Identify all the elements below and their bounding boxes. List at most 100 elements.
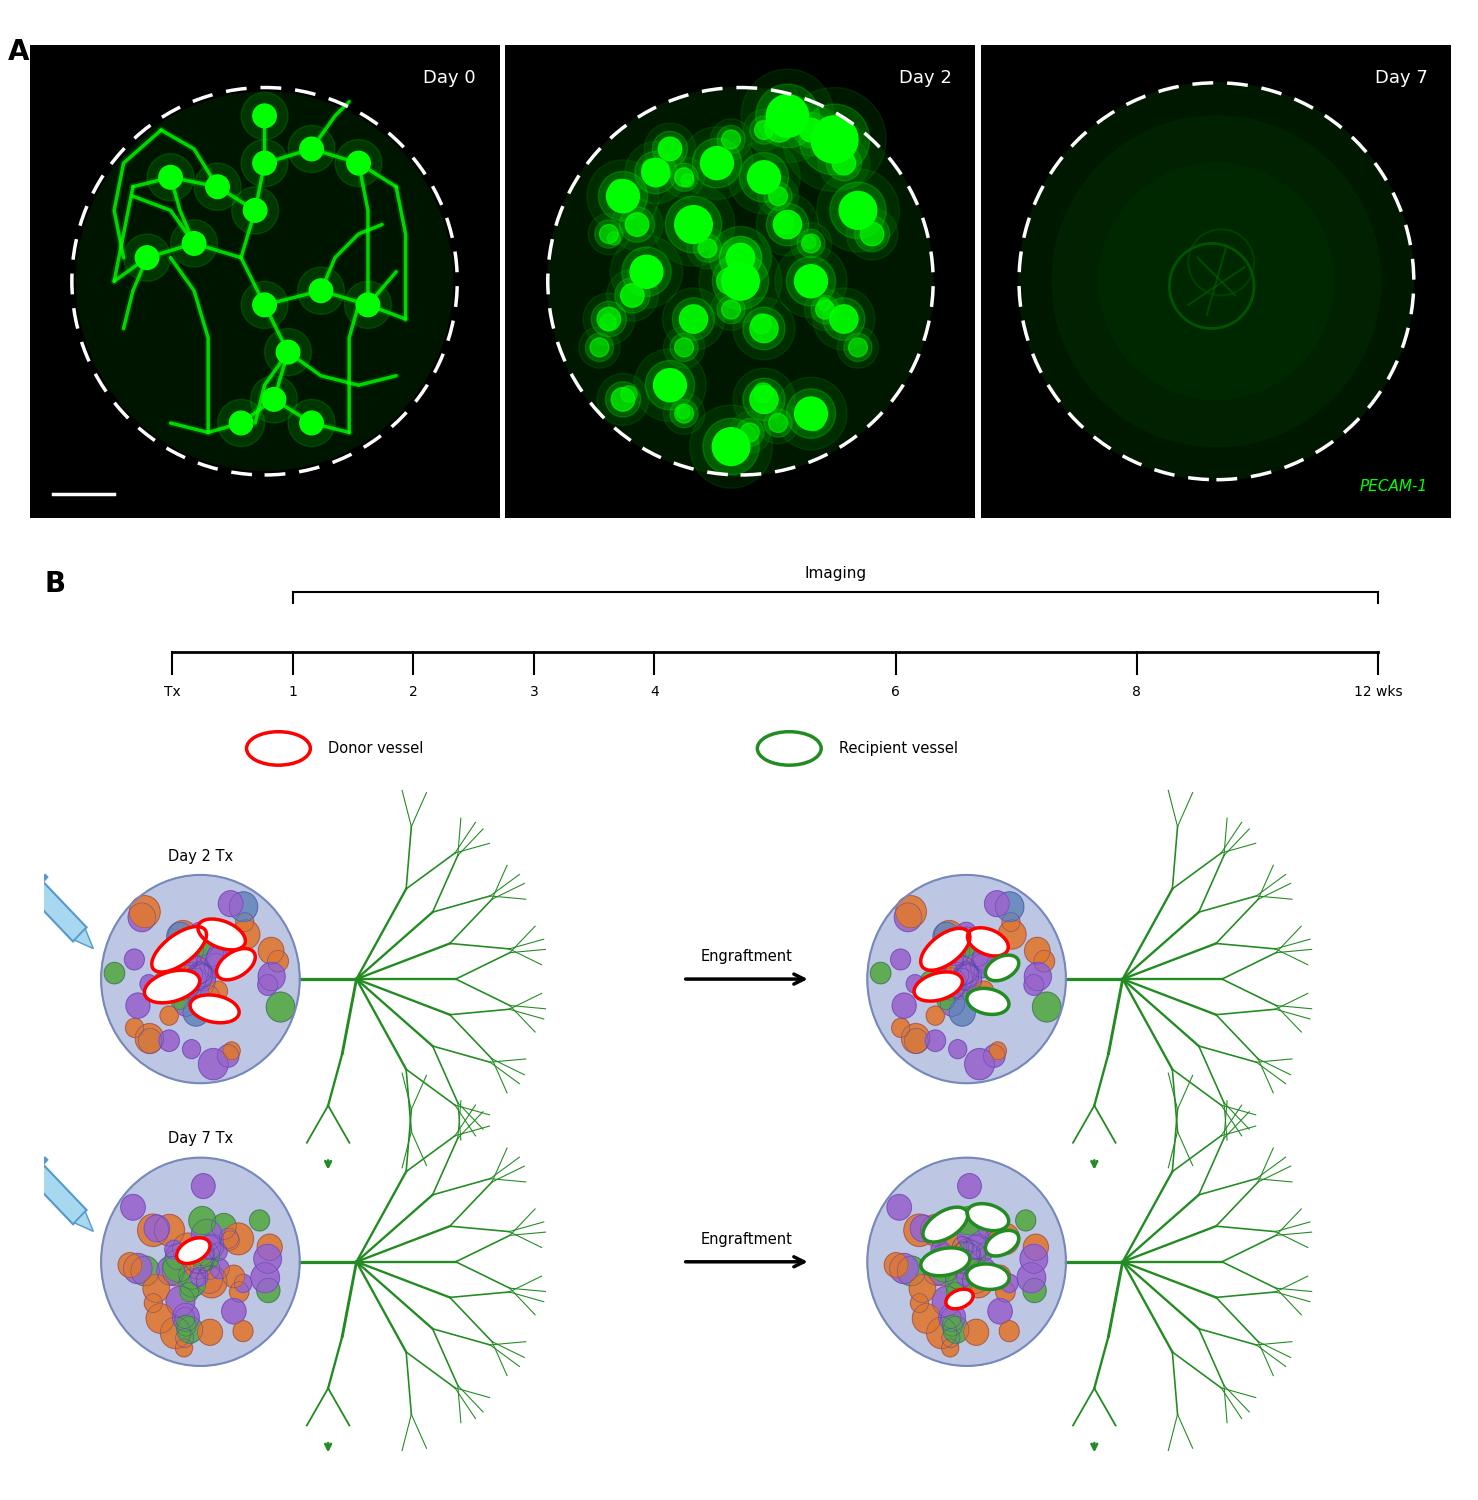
Circle shape xyxy=(749,116,777,144)
Circle shape xyxy=(200,1258,220,1280)
Circle shape xyxy=(921,1215,950,1246)
Circle shape xyxy=(939,1304,965,1332)
Circle shape xyxy=(130,896,160,928)
Circle shape xyxy=(893,993,916,1018)
Circle shape xyxy=(1017,1263,1046,1293)
Ellipse shape xyxy=(921,1248,970,1275)
Polygon shape xyxy=(30,882,87,942)
Circle shape xyxy=(658,136,681,160)
Circle shape xyxy=(930,1250,961,1282)
Circle shape xyxy=(974,981,993,1000)
Circle shape xyxy=(965,940,990,966)
Circle shape xyxy=(176,1329,194,1347)
Circle shape xyxy=(711,290,752,330)
Circle shape xyxy=(786,256,835,306)
Circle shape xyxy=(634,350,706,422)
Circle shape xyxy=(118,1252,142,1278)
Circle shape xyxy=(590,338,609,357)
Circle shape xyxy=(717,126,745,153)
Circle shape xyxy=(720,237,761,279)
Circle shape xyxy=(1023,1234,1048,1260)
Text: 12 wks: 12 wks xyxy=(1354,686,1403,699)
Circle shape xyxy=(774,376,847,450)
Circle shape xyxy=(931,1244,956,1269)
Text: B: B xyxy=(44,570,65,598)
Circle shape xyxy=(220,1232,239,1250)
Ellipse shape xyxy=(986,956,1018,981)
Circle shape xyxy=(680,304,708,333)
Circle shape xyxy=(579,327,621,368)
Ellipse shape xyxy=(967,988,1009,1014)
Circle shape xyxy=(124,1254,152,1284)
Circle shape xyxy=(194,164,241,210)
Circle shape xyxy=(941,1329,961,1347)
Circle shape xyxy=(950,1242,980,1274)
Circle shape xyxy=(300,136,324,160)
Circle shape xyxy=(204,954,228,978)
Circle shape xyxy=(232,920,260,950)
Circle shape xyxy=(1018,82,1414,480)
Circle shape xyxy=(962,1266,993,1298)
Circle shape xyxy=(168,948,197,978)
Circle shape xyxy=(729,411,770,453)
Ellipse shape xyxy=(177,1238,210,1263)
Circle shape xyxy=(634,152,677,194)
Circle shape xyxy=(740,69,834,162)
Circle shape xyxy=(606,381,640,417)
Text: Day 7: Day 7 xyxy=(1375,69,1428,87)
Circle shape xyxy=(179,956,208,986)
Circle shape xyxy=(764,112,794,142)
Circle shape xyxy=(1023,1278,1046,1302)
Circle shape xyxy=(124,234,170,282)
Circle shape xyxy=(192,1173,216,1198)
Circle shape xyxy=(1024,938,1049,964)
Circle shape xyxy=(986,1228,1005,1248)
Circle shape xyxy=(868,874,1066,1083)
Circle shape xyxy=(146,1304,174,1334)
Text: Donor vessel: Donor vessel xyxy=(328,741,424,756)
Text: 4: 4 xyxy=(650,686,659,699)
Circle shape xyxy=(933,922,961,951)
Circle shape xyxy=(168,921,198,952)
Circle shape xyxy=(764,182,792,210)
Circle shape xyxy=(950,957,977,984)
Circle shape xyxy=(173,946,198,972)
Text: 6: 6 xyxy=(891,686,900,699)
Circle shape xyxy=(800,104,869,176)
Circle shape xyxy=(241,140,288,188)
Circle shape xyxy=(896,896,927,928)
Circle shape xyxy=(262,387,285,411)
Ellipse shape xyxy=(198,920,245,950)
Ellipse shape xyxy=(986,1230,1018,1256)
Circle shape xyxy=(1033,992,1061,1022)
Circle shape xyxy=(890,1254,918,1284)
Text: Imaging: Imaging xyxy=(804,566,866,580)
Circle shape xyxy=(185,1242,213,1274)
Circle shape xyxy=(996,1281,1015,1302)
Circle shape xyxy=(124,950,145,970)
Circle shape xyxy=(958,964,978,987)
Circle shape xyxy=(701,147,733,180)
Circle shape xyxy=(244,198,268,222)
Circle shape xyxy=(166,1244,191,1269)
Circle shape xyxy=(664,393,705,435)
Circle shape xyxy=(950,964,981,998)
Circle shape xyxy=(766,204,808,246)
Circle shape xyxy=(188,1239,214,1266)
Circle shape xyxy=(163,1250,194,1282)
Ellipse shape xyxy=(946,1288,973,1310)
Circle shape xyxy=(941,1316,962,1336)
Circle shape xyxy=(946,978,965,998)
Circle shape xyxy=(164,954,191,981)
Circle shape xyxy=(704,419,760,476)
Circle shape xyxy=(952,1236,974,1258)
Circle shape xyxy=(887,1194,912,1219)
Circle shape xyxy=(662,288,724,350)
Circle shape xyxy=(949,999,975,1026)
Circle shape xyxy=(955,1206,981,1234)
Circle shape xyxy=(749,315,777,342)
Circle shape xyxy=(179,1269,205,1298)
Circle shape xyxy=(909,1275,936,1302)
Circle shape xyxy=(946,956,975,986)
Circle shape xyxy=(300,411,324,435)
